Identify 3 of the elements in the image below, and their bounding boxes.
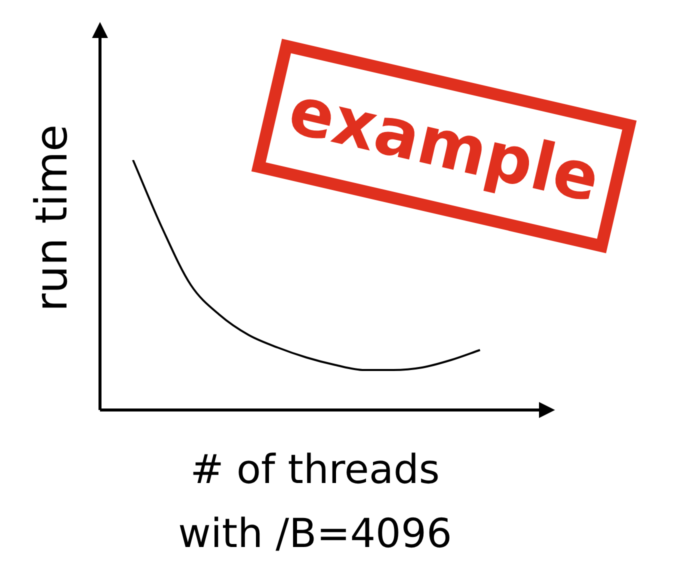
annotation: example: [251, 38, 637, 254]
y-axis-title: run time: [26, 124, 78, 312]
x-axis-title: # of threads with /B=4096: [177, 446, 453, 559]
